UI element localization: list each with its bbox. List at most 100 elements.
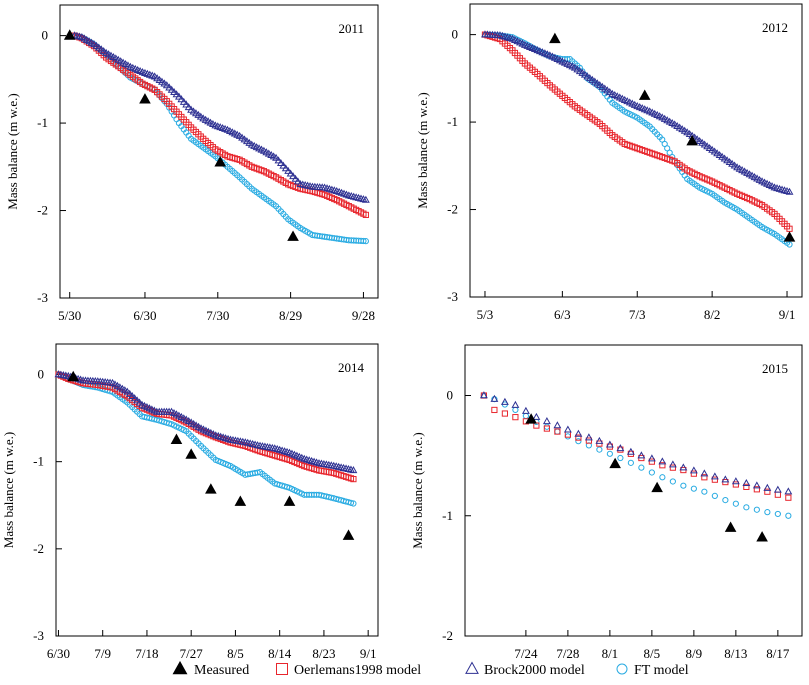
legend-item-measured: Measured — [172, 660, 249, 678]
x-tick-label: 7/28 — [556, 646, 579, 661]
legend-label-ft: FT model — [634, 663, 689, 678]
data-point-brock — [490, 394, 499, 402]
data-point-oerlemans — [774, 491, 781, 498]
x-tick-label: 9/1 — [779, 307, 796, 322]
data-point-ft — [669, 478, 676, 485]
plot-frame — [55, 343, 379, 637]
series-brock — [481, 30, 794, 195]
data-point-brock — [130, 394, 139, 402]
data-point-ft — [753, 506, 760, 513]
data-point-brock — [595, 436, 604, 444]
data-point-ft — [680, 482, 687, 489]
data-point-brock — [291, 174, 300, 182]
x-tick-label: 8/23 — [312, 646, 335, 661]
y-tick-label: -1 — [33, 454, 44, 469]
data-point-measured — [63, 29, 76, 40]
data-point-ft — [575, 438, 582, 445]
data-point-brock — [179, 97, 188, 105]
data-point-ft — [554, 428, 561, 435]
data-point-oerlemans — [701, 474, 708, 481]
x-tick-label: 7/18 — [135, 646, 158, 661]
data-point-ft — [512, 406, 519, 414]
data-point-brock — [184, 103, 193, 111]
data-point-brock — [785, 187, 794, 195]
series-ft — [481, 31, 793, 248]
y-tick-label: -2 — [37, 203, 48, 218]
x-tick-label: 7/24 — [514, 646, 538, 661]
y-axis-title: Mass balance (m w.e.) — [5, 93, 20, 209]
y-axis-title: Mass balance (m w.e.) — [1, 432, 16, 548]
y-tick-label: -1 — [447, 114, 458, 129]
data-point-brock — [637, 451, 646, 459]
x-tick-label: 8/17 — [766, 646, 790, 661]
data-point-brock — [542, 417, 551, 425]
data-point-ft — [764, 509, 771, 516]
legend-label-oerlemans: Oerlemans1998 model — [294, 663, 421, 678]
data-point-ft — [360, 237, 367, 245]
data-point-brock — [500, 397, 509, 405]
series-oerlemans — [481, 31, 793, 232]
x-tick-label: 7/27 — [180, 646, 204, 661]
plot-frame — [464, 344, 803, 637]
data-point-measured — [724, 521, 737, 532]
chart-panel-2011: 0 -1 -2 -3 5/30 6/30 7/30 8/29 9/28 Mass balance … — [5, 4, 379, 323]
data-point-ft — [785, 512, 792, 519]
x-tick-label: 9/1 — [360, 646, 377, 661]
data-point-ft — [786, 241, 793, 248]
data-point-brock — [272, 153, 280, 161]
data-point-ft — [701, 488, 708, 495]
data-point-ft — [722, 497, 729, 504]
x-tick-label: 8/13 — [724, 646, 747, 661]
data-point-brock — [668, 460, 677, 468]
data-point-brock — [511, 400, 520, 408]
data-point-ft — [596, 446, 603, 453]
panel-year-label: 2012 — [762, 20, 788, 35]
data-point-ft — [774, 510, 781, 518]
data-point-measured — [549, 32, 561, 44]
data-point-ft — [732, 500, 739, 507]
legend-marker-oerlemans — [276, 663, 288, 675]
data-point-ft — [522, 412, 529, 420]
y-tick-label: -3 — [33, 628, 44, 643]
x-tick-label: 7/30 — [206, 308, 229, 323]
x-tick-label: 6/30 — [133, 308, 156, 323]
data-point-brock — [658, 457, 667, 465]
y-tick-label: 0 — [42, 28, 49, 43]
x-tick-label: 8/29 — [279, 308, 302, 323]
data-point-brock — [584, 433, 593, 441]
legend-marker-brock — [465, 661, 479, 674]
legend-label-measured: Measured — [194, 663, 249, 678]
y-axis-title: Mass balance (m w.e.) — [415, 92, 430, 208]
data-point-ft — [638, 464, 645, 471]
y-tick-label: 0 — [38, 367, 45, 382]
data-point-ft — [543, 423, 550, 430]
data-point-brock — [274, 156, 283, 164]
data-point-brock — [563, 425, 572, 433]
x-tick-label: 6/30 — [47, 646, 70, 661]
data-point-measured — [756, 531, 768, 542]
series-brock — [54, 370, 358, 474]
data-point-measured — [234, 495, 247, 506]
x-tick-label: 8/5 — [227, 646, 244, 661]
data-point-brock — [293, 177, 302, 185]
data-point-brock — [689, 466, 698, 474]
data-point-oerlemans — [732, 481, 739, 488]
data-point-measured — [638, 89, 651, 100]
legend-item-brock: Brock2000 model — [465, 661, 585, 678]
data-point-oerlemans — [785, 494, 792, 501]
data-point-ft — [606, 450, 613, 457]
panel-year-label: 2014 — [338, 360, 365, 375]
legend-marker-ft — [616, 663, 628, 675]
legend: Measured Oerlemans1998 model Brock2000 mod… — [172, 660, 689, 678]
data-point-oerlemans — [501, 410, 508, 417]
data-point-brock — [773, 485, 782, 493]
y-axis-title: Mass balance (m w.e.) — [410, 432, 425, 548]
data-point-ft — [617, 454, 624, 462]
data-point-brock — [172, 90, 181, 98]
y-tick-label: -2 — [447, 202, 458, 217]
data-point-brock — [721, 475, 730, 483]
data-point-measured — [651, 481, 663, 493]
data-point-ft — [659, 474, 666, 481]
data-point-oerlemans — [575, 434, 582, 441]
